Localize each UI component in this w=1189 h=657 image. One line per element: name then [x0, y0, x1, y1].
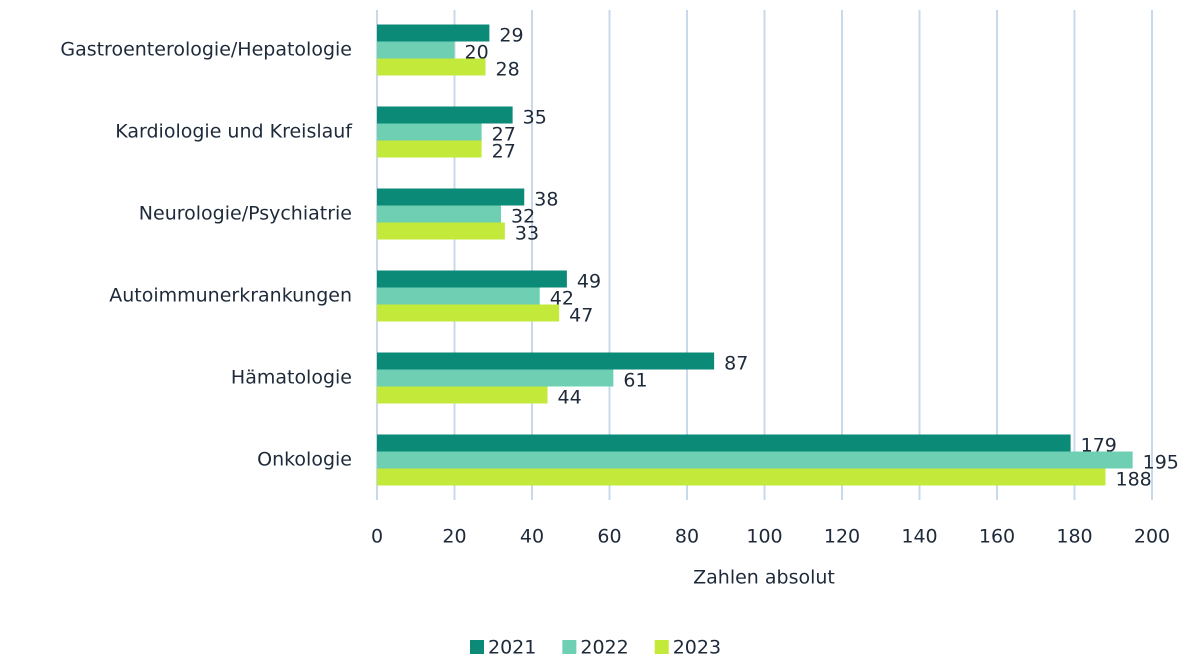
x-tick-label: 80	[675, 526, 699, 548]
value-label: 33	[515, 223, 539, 245]
bar	[377, 140, 482, 158]
value-label: 35	[523, 107, 547, 129]
bar	[377, 434, 1071, 452]
legend-swatch	[562, 640, 577, 654]
x-tick-label: 60	[597, 526, 621, 548]
value-label: 44	[558, 387, 582, 409]
legend-label: 2023	[673, 637, 721, 657]
y-tick-label: Autoimmunerkrankungen	[109, 285, 352, 307]
x-tick-label: 120	[824, 526, 860, 548]
bar	[377, 58, 486, 76]
bar	[377, 24, 490, 42]
y-tick-label: Kardiologie und Kreislauf	[115, 121, 353, 143]
value-label: 38	[534, 189, 558, 211]
value-label: 188	[1116, 469, 1152, 491]
bar	[377, 188, 525, 206]
bar	[377, 123, 482, 141]
value-label: 179	[1081, 435, 1117, 457]
bar	[377, 106, 513, 124]
x-tick-label: 20	[442, 526, 466, 548]
value-label: 195	[1143, 452, 1179, 474]
x-tick-label: 140	[901, 526, 937, 548]
y-tick-label: Gastroenterologie/Hepatologie	[60, 39, 352, 61]
value-label: 27	[492, 141, 516, 163]
y-tick-label: Neurologie/Psychiatrie	[139, 203, 352, 225]
bar	[377, 352, 715, 370]
x-tick-label: 0	[371, 526, 383, 548]
x-axis-label: Zahlen absolut	[693, 567, 835, 589]
bar	[377, 369, 614, 387]
bar	[377, 270, 567, 288]
value-label: 42	[550, 288, 574, 310]
y-tick-label: Onkologie	[257, 449, 352, 471]
bar	[377, 205, 501, 223]
legend-swatch	[470, 640, 484, 654]
x-tick-label: 200	[1134, 526, 1170, 548]
value-label: 32	[511, 206, 535, 228]
x-tick-label: 180	[1056, 526, 1092, 548]
x-tick-label: 100	[746, 526, 782, 548]
bar	[377, 468, 1106, 486]
value-label: 49	[577, 271, 601, 293]
value-label: 28	[496, 59, 520, 81]
legend-label: 2022	[580, 637, 628, 657]
legend-label: 2021	[488, 637, 536, 657]
value-label: 61	[623, 370, 647, 392]
bar	[377, 222, 505, 240]
bar	[377, 287, 540, 305]
bar	[377, 304, 560, 322]
bar	[377, 41, 455, 59]
value-label: 20	[465, 42, 489, 64]
y-tick-label: Hämatologie	[231, 367, 352, 389]
legend-swatch	[654, 640, 669, 654]
value-label: 27	[492, 124, 516, 146]
value-label: 29	[499, 25, 523, 47]
x-tick-label: 160	[979, 526, 1015, 548]
bar	[377, 451, 1133, 469]
bar	[377, 386, 548, 404]
value-label: 87	[724, 353, 748, 375]
x-tick-label: 40	[520, 526, 544, 548]
value-label: 47	[569, 305, 593, 327]
